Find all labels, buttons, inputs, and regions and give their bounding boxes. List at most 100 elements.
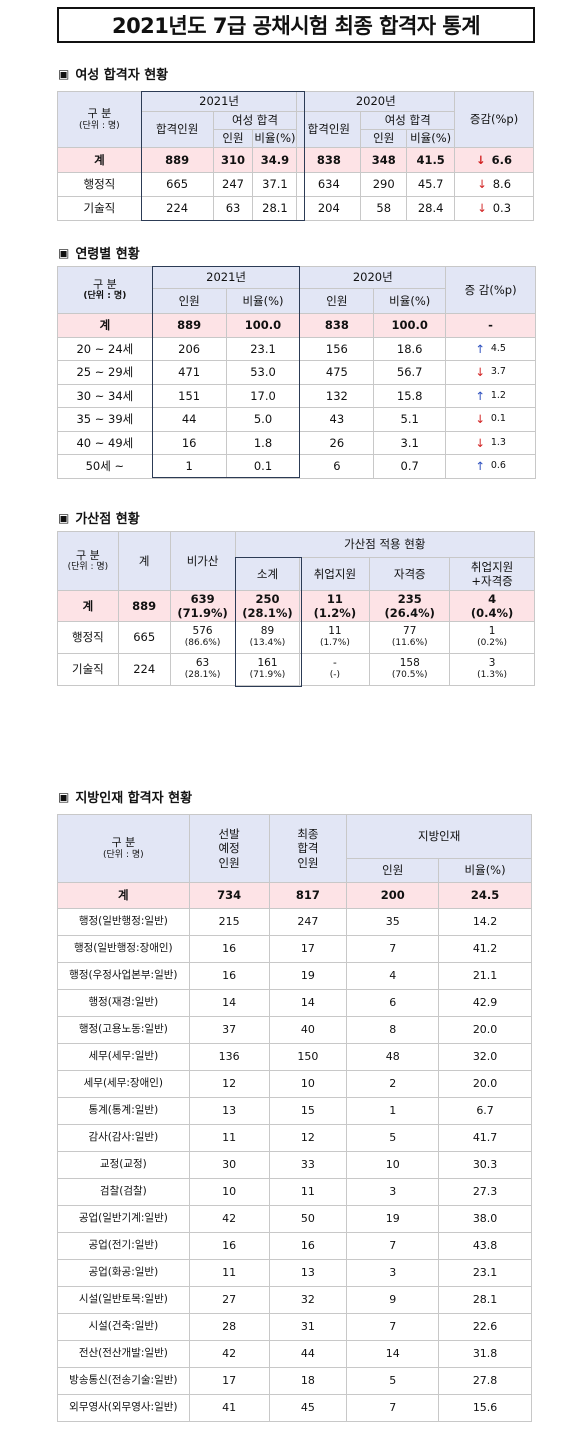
cell-c: 14 bbox=[346, 1340, 440, 1368]
table-row: 시설(일반토목:일반) 27 32 9 28.1 bbox=[57, 1286, 532, 1314]
cell-d: 14.2 bbox=[438, 908, 532, 936]
cell-count: 4 bbox=[488, 591, 497, 606]
header-women-2020: 여성 합격 bbox=[360, 111, 456, 130]
cell-c: 37.1 bbox=[252, 172, 298, 197]
change-value: 0.3 bbox=[492, 201, 512, 216]
cell-d: 5.1 bbox=[373, 407, 447, 432]
cell-name: 50세 ~ bbox=[57, 454, 153, 479]
arrow-down-icon: ↓ bbox=[475, 365, 485, 380]
cell-c: 6 bbox=[346, 989, 440, 1017]
cell-c: 200 bbox=[346, 882, 440, 909]
cell-name: 세무(세무:장애인) bbox=[57, 1070, 190, 1098]
cell-c: 9 bbox=[346, 1286, 440, 1314]
cell-c: 156 bbox=[299, 336, 375, 361]
cell-percent: (13.4%) bbox=[249, 638, 286, 649]
section-title: 여성 합격자 현황 bbox=[75, 68, 169, 83]
header-pass-2020: 합격인원 bbox=[296, 111, 362, 148]
arrow-icon: ↓ bbox=[477, 201, 487, 216]
cell-change: ↑ 4.5 bbox=[445, 336, 536, 361]
cell-j1: 11 (1.2%) bbox=[299, 590, 371, 622]
cell-name: 행정직 bbox=[57, 172, 142, 197]
cell-change: ↓ 0.1 bbox=[445, 407, 536, 432]
cell-percent: (86.6%) bbox=[184, 638, 221, 649]
header-2020: 2020년 bbox=[299, 266, 447, 289]
cell-d: 23.1 bbox=[438, 1259, 532, 1287]
header-women-2021: 여성 합격 bbox=[212, 111, 298, 130]
cell-count: 77 bbox=[403, 625, 417, 638]
cell-c: 475 bbox=[299, 360, 375, 385]
header-ratio: 비율(%) bbox=[252, 129, 298, 148]
cell-d: 838 bbox=[296, 147, 362, 173]
cell-a: 136 bbox=[188, 1043, 270, 1071]
cell-b: 14 bbox=[268, 989, 348, 1017]
cell-d: 3.1 bbox=[373, 430, 447, 455]
header-ratio: 비율(%) bbox=[373, 288, 447, 314]
cell-b: 310 bbox=[212, 147, 254, 173]
cell-b: 17 bbox=[268, 935, 348, 963]
header-bonus-applied: 가산점 적용 현황 bbox=[234, 531, 536, 558]
table-row: 계 889 310 34.9 838 348 41.5 ↓ 6.6 bbox=[57, 147, 534, 173]
cell-a: 1 bbox=[151, 454, 227, 479]
bonus-table: 구 분 (단위 : 명) 계 비가산 가산점 적용 현황 소계 취업지원 자격증 … bbox=[57, 531, 536, 686]
header-gubun: 구 분 (단위 : 명) bbox=[57, 91, 142, 148]
cell-f: 45.7 bbox=[406, 172, 456, 197]
header-planned: 선발 예정 인원 bbox=[188, 814, 270, 883]
cell-a: 889 bbox=[140, 147, 214, 173]
table-row: 20 ~ 24세 206 23.1 156 18.6 ↑ 4.5 bbox=[57, 336, 536, 361]
cell-b: 817 bbox=[268, 882, 348, 909]
cell-d: 30.3 bbox=[438, 1151, 532, 1179]
table-row: 기술직 224 63 (28.1%) 161 (71.9%) - (-) 158 (70.5%) 3… bbox=[57, 653, 535, 686]
arrow-up-icon: ↑ bbox=[475, 388, 485, 403]
cell-name: 공업(일반기계:일반) bbox=[57, 1205, 190, 1233]
cell-c1: 235 (26.4%) bbox=[369, 590, 451, 622]
cell-name: 전산(전산개발:일반) bbox=[57, 1340, 190, 1368]
cell-d: 38.0 bbox=[438, 1205, 532, 1233]
cell-d: 22.6 bbox=[438, 1313, 532, 1341]
cell-c: 43 bbox=[299, 407, 375, 432]
table-row: 공업(일반기계:일반) 42 50 19 38.0 bbox=[57, 1205, 532, 1233]
table-row: 계 889 100.0 838 100.0- bbox=[57, 313, 536, 338]
cell-name: 20 ~ 24세 bbox=[57, 336, 153, 361]
change-value: 3.7 bbox=[490, 366, 506, 378]
cell-c: 132 bbox=[299, 383, 375, 408]
cell-percent: (0.4%) bbox=[470, 606, 514, 620]
header-ratio: 비율(%) bbox=[438, 858, 532, 883]
cell-b: 5.0 bbox=[225, 407, 301, 432]
cell-d: 27.3 bbox=[438, 1178, 532, 1206]
cell-n1: 63 (28.1%) bbox=[169, 653, 236, 686]
cell-e: 290 bbox=[360, 172, 408, 197]
cell-c: 6 bbox=[299, 454, 375, 479]
cell-percent: (11.6%) bbox=[391, 638, 428, 649]
cell-d: 100.0 bbox=[373, 313, 447, 338]
cell-total: 889 bbox=[117, 590, 171, 622]
cell-b: 50 bbox=[268, 1205, 348, 1233]
change-value: 0.6 bbox=[490, 460, 506, 472]
cell-a: 37 bbox=[188, 1016, 270, 1044]
cell-c: 3 bbox=[346, 1178, 440, 1206]
cell-a: 14 bbox=[188, 989, 270, 1017]
cell-b1: 1 (0.2%) bbox=[449, 621, 535, 654]
cell-b: 63 bbox=[212, 196, 254, 221]
cell-percent: (-) bbox=[329, 670, 341, 681]
change-value: 4.5 bbox=[490, 342, 506, 354]
header-count: 인원 bbox=[299, 288, 375, 314]
table-row: 검찰(검찰) 10 11 3 27.3 bbox=[57, 1178, 532, 1206]
cell-a: 665 bbox=[140, 172, 214, 197]
cell-change: ↓ 8.6 bbox=[454, 172, 534, 197]
table-row: 기술직 224 63 28.1 204 58 28.4 ↓ 0.3 bbox=[57, 196, 534, 221]
section-title: 지방인재 합격자 현황 bbox=[75, 791, 193, 806]
cell-b: 17.0 bbox=[225, 383, 301, 408]
cell-d: 21.1 bbox=[438, 962, 532, 990]
cell-count: - bbox=[332, 657, 337, 670]
cell-d: 32.0 bbox=[438, 1043, 532, 1071]
cell-name: 세무(세무:일반) bbox=[57, 1043, 190, 1071]
cell-d: 20.0 bbox=[438, 1016, 532, 1044]
header-final: 최종 합격 인원 bbox=[268, 814, 348, 883]
table-row: 세무(세무:장애인) 12 10 2 20.0 bbox=[57, 1070, 532, 1098]
cell-b1: 4 (0.4%) bbox=[449, 590, 535, 622]
cell-percent: (71.9%) bbox=[177, 606, 228, 620]
cell-a: 42 bbox=[188, 1340, 270, 1368]
cell-n1: 639 (71.9%) bbox=[169, 590, 236, 622]
cell-percent: (1.3%) bbox=[477, 670, 508, 681]
cell-c: 5 bbox=[346, 1124, 440, 1152]
